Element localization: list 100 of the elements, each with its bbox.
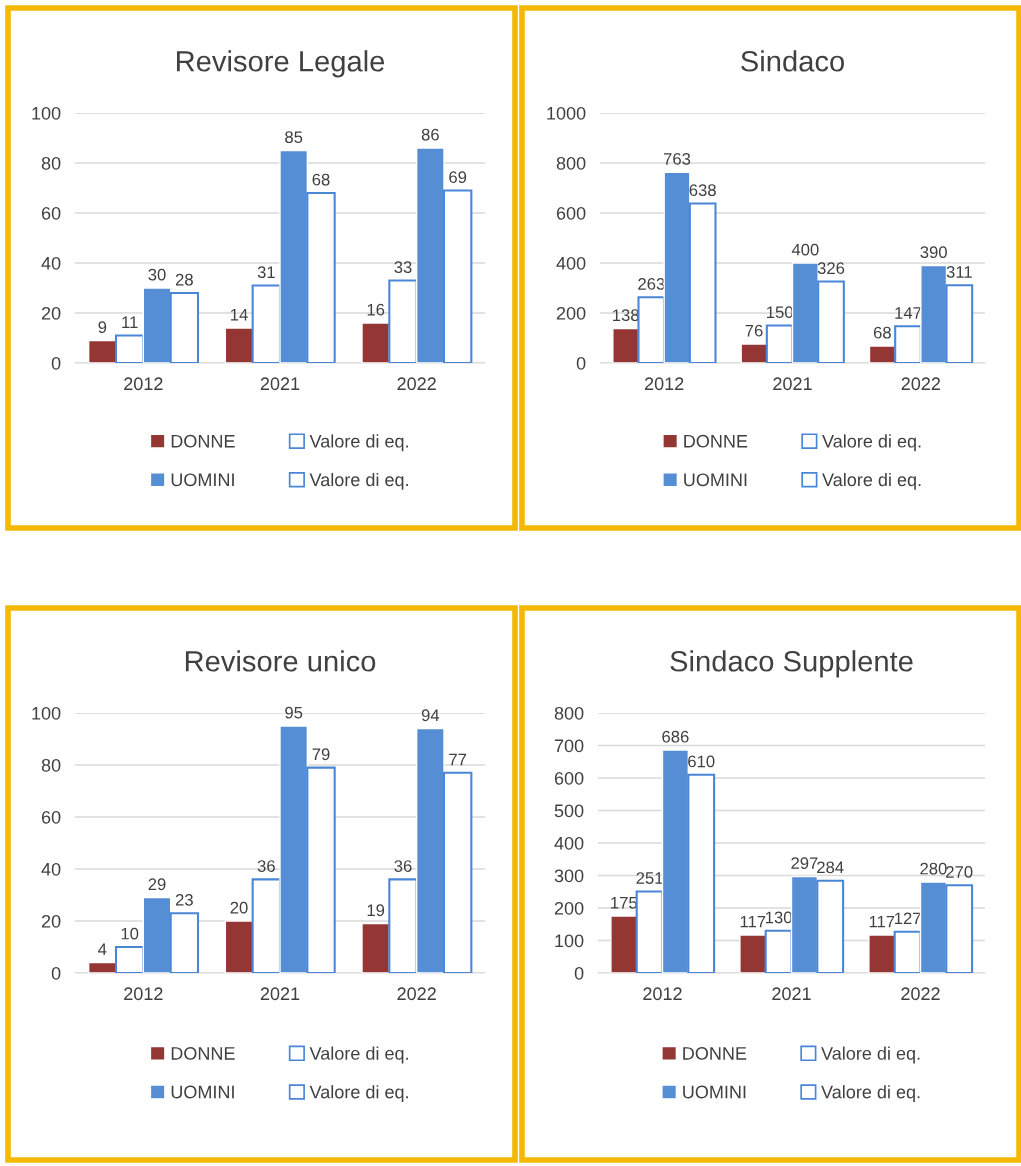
data-label: 31 [257, 266, 275, 279]
y-tick-label: 80 [41, 156, 61, 170]
data-label: 20 [230, 901, 248, 914]
data-label: 138 [613, 309, 639, 322]
legend-label: UOMINI [684, 473, 747, 487]
y-tick-label: 0 [51, 356, 61, 370]
data-label: 610 [688, 755, 715, 768]
data-label: 127 [894, 912, 921, 925]
legend-label: Valore di eq. [822, 434, 921, 452]
legend-label: DONNE [171, 434, 235, 448]
x-tick-label: 2021 [773, 377, 812, 391]
data-label: 400 [791, 243, 819, 256]
data-label: 77 [449, 753, 467, 766]
data-label: 30 [148, 268, 166, 281]
y-tick-label: 60 [41, 206, 61, 220]
x-tick-label: 2012 [124, 377, 163, 391]
data-label: 68 [312, 173, 330, 186]
x-tick-label: 2022 [901, 987, 940, 1001]
data-label: 19 [367, 904, 385, 917]
data-label: 686 [662, 730, 689, 743]
data-label: 33 [394, 261, 412, 274]
y-tick-label: 60 [41, 810, 61, 824]
y-tick-label: 40 [41, 862, 61, 876]
legend-label: UOMINI [683, 1085, 746, 1099]
legend-label: DONNE [684, 434, 748, 448]
legend-label: Valore di eq. [309, 472, 408, 490]
data-label: 284 [817, 861, 844, 874]
y-tick-label: 200 [556, 306, 586, 320]
data-label: 68 [873, 326, 891, 339]
y-tick-label: 400 [554, 836, 584, 850]
data-label: 297 [791, 857, 818, 870]
y-tick-label: 0 [576, 356, 586, 370]
data-label: 11 [122, 316, 138, 328]
data-label: 79 [312, 748, 330, 761]
x-tick-label: 2021 [260, 987, 300, 1001]
data-label: 95 [285, 706, 303, 719]
data-label: 29 [148, 878, 166, 891]
legend-label: Valore di eq. [821, 1046, 920, 1064]
data-label: 69 [449, 171, 467, 184]
data-label: 326 [817, 262, 845, 275]
legend-label: Valore di eq. [309, 434, 408, 452]
legend-label: UOMINI [171, 473, 234, 487]
data-label: 76 [745, 324, 763, 337]
x-tick-label: 2021 [772, 987, 811, 1001]
data-label: 270 [946, 865, 973, 878]
y-tick-label: 800 [554, 706, 584, 720]
y-tick-label: 200 [554, 901, 584, 915]
y-tick-label: 100 [32, 106, 61, 120]
x-tick-label: 2022 [397, 987, 436, 1001]
y-tick-label: 300 [554, 869, 584, 883]
data-label: 36 [394, 860, 412, 872]
x-tick-label: 2022 [901, 377, 941, 391]
legend-label: DONNE [683, 1047, 747, 1060]
legend-label: UOMINI [171, 1085, 234, 1099]
data-label: 36 [257, 860, 275, 872]
y-tick-label: 20 [41, 914, 61, 928]
y-tick-label: 0 [574, 966, 584, 980]
x-tick-label: 2012 [643, 987, 682, 1001]
chart-title: Sindaco Supplente [670, 650, 913, 678]
y-tick-label: 500 [554, 804, 584, 818]
data-label: 9 [98, 321, 107, 334]
data-label: 85 [285, 131, 303, 144]
y-tick-label: 20 [41, 306, 61, 320]
data-label: 4 [98, 943, 107, 955]
y-tick-label: 600 [556, 206, 586, 220]
y-tick-label: 700 [554, 739, 584, 753]
data-label: 16 [367, 303, 385, 316]
data-label: 117 [740, 915, 766, 928]
legend-label: Valore di eq. [309, 1085, 408, 1102]
data-label: 311 [946, 265, 972, 278]
data-label: 117 [869, 915, 895, 928]
data-label: 14 [231, 308, 248, 321]
data-label: 94 [421, 709, 440, 722]
y-tick-label: 1000 [547, 106, 586, 120]
legend-label: Valore di eq. [821, 1085, 920, 1102]
data-label: 263 [638, 277, 665, 290]
data-label: 251 [636, 872, 663, 884]
y-tick-label: 100 [555, 934, 584, 948]
y-tick-label: 600 [554, 771, 584, 785]
data-label: 10 [121, 927, 139, 940]
data-label: 28 [175, 273, 193, 286]
data-label: 147 [895, 307, 922, 319]
data-label: 280 [920, 862, 947, 875]
legend-label: DONNE [171, 1047, 235, 1060]
y-tick-label: 80 [41, 758, 61, 772]
data-label: 175 [611, 897, 638, 909]
legend-label: Valore di eq. [822, 472, 921, 490]
chart-title: Revisore unico [185, 650, 376, 672]
data-label: 23 [175, 893, 193, 906]
legend-label: Valore di eq. [309, 1046, 408, 1064]
x-tick-label: 2021 [260, 377, 300, 391]
x-tick-label: 2012 [644, 377, 684, 391]
y-tick-label: 400 [556, 256, 586, 270]
chart-title: Revisore Legale [177, 50, 385, 78]
y-tick-label: 40 [41, 256, 61, 270]
x-tick-label: 2012 [124, 987, 163, 1001]
y-tick-label: 0 [51, 966, 61, 980]
data-label: 86 [421, 128, 439, 141]
data-label: 638 [689, 184, 716, 197]
data-label: 390 [920, 246, 947, 259]
